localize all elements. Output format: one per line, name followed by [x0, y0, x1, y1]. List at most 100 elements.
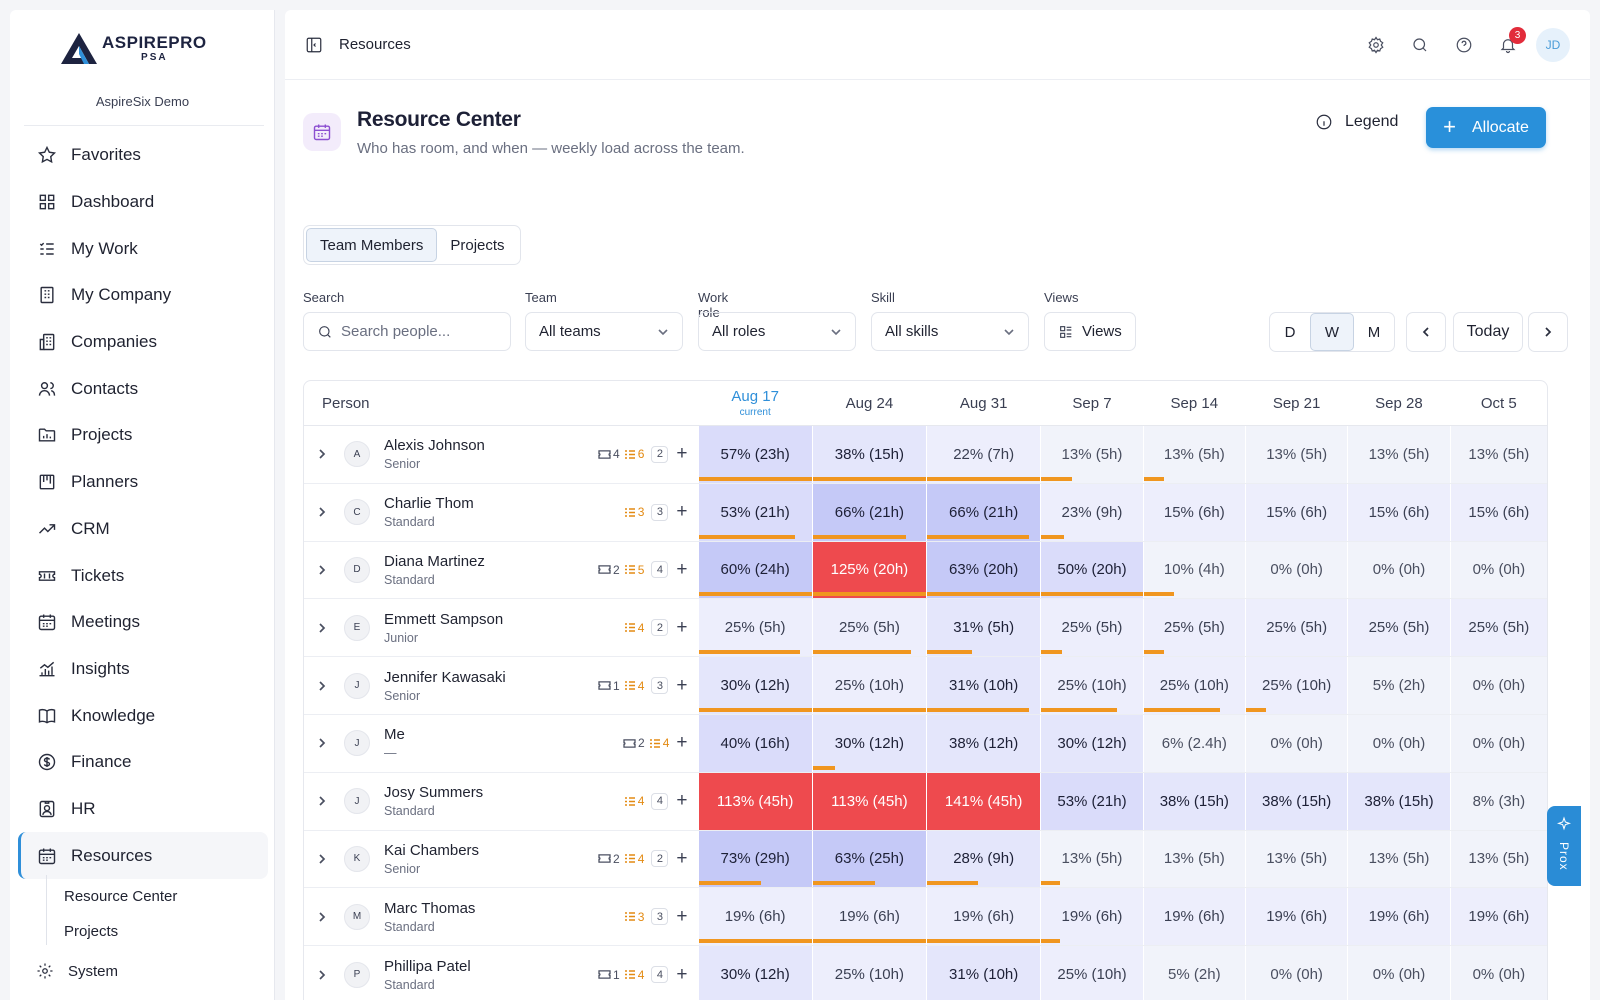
- person-name[interactable]: Me: [384, 726, 405, 744]
- table-row[interactable]: J Me — 2 4 +40% (16h) 30% (12h) 38% (12h) 30% (1…: [304, 714, 1547, 773]
- add-allocation-icon[interactable]: +: [676, 558, 688, 580]
- person-name[interactable]: Emmett Sampson: [384, 610, 504, 628]
- load-cell[interactable]: 38% (15h): [811, 426, 927, 483]
- add-allocation-icon[interactable]: +: [676, 790, 688, 812]
- sidebar-item-projects[interactable]: Projects: [18, 412, 268, 459]
- chevron-right-icon[interactable]: [316, 795, 328, 807]
- load-cell[interactable]: 15% (6h): [1347, 483, 1450, 541]
- search-input[interactable]: [341, 323, 491, 340]
- load-cell[interactable]: 6% (2.4h): [1142, 714, 1245, 772]
- next-button[interactable]: [1528, 312, 1568, 352]
- week-column-header[interactable]: Aug 24: [812, 381, 926, 425]
- search-button[interactable]: [1398, 23, 1442, 67]
- user-avatar[interactable]: JD: [1536, 27, 1570, 62]
- prox-assistant-tab[interactable]: Prox: [1547, 806, 1581, 886]
- chevron-right-icon[interactable]: [316, 506, 328, 518]
- add-allocation-icon[interactable]: +: [676, 443, 688, 465]
- load-cell[interactable]: 13% (5h): [1142, 426, 1245, 483]
- person-name[interactable]: Charlie Thom: [384, 495, 474, 513]
- week-column-header[interactable]: Sep 7: [1040, 381, 1142, 425]
- sidebar-item-planners[interactable]: Planners: [18, 459, 268, 506]
- load-cell[interactable]: 30% (12h): [811, 714, 927, 772]
- load-cell[interactable]: 19% (6h): [926, 888, 1041, 946]
- search-field[interactable]: [303, 312, 511, 351]
- help-button[interactable]: [1442, 23, 1486, 67]
- sidebar-item-contacts[interactable]: Contacts: [18, 365, 268, 412]
- load-cell[interactable]: 13% (5h): [1244, 830, 1348, 888]
- role-select[interactable]: All roles: [698, 312, 856, 351]
- settings-button[interactable]: [1354, 23, 1398, 67]
- sidebar-item-finance[interactable]: Finance: [18, 739, 268, 786]
- sidebar-toggle-icon[interactable]: [305, 36, 323, 54]
- person-name[interactable]: Jennifer Kawasaki: [384, 668, 506, 686]
- week-column-header[interactable]: Sep 21: [1245, 381, 1347, 425]
- load-cell[interactable]: 22% (7h): [926, 426, 1041, 483]
- week-column-header[interactable]: Aug 31: [926, 381, 1040, 425]
- load-cell[interactable]: 25% (10h): [1244, 657, 1348, 714]
- person-name[interactable]: Alexis Johnson: [384, 437, 485, 455]
- load-cell[interactable]: 0% (0h): [1449, 657, 1547, 714]
- load-cell[interactable]: 13% (5h): [1449, 830, 1547, 888]
- chevron-right-icon[interactable]: [316, 448, 328, 460]
- load-cell[interactable]: 30% (12h): [1040, 714, 1143, 772]
- chevron-right-icon[interactable]: [316, 911, 328, 923]
- load-cell[interactable]: 19% (6h): [1244, 888, 1348, 946]
- load-cell[interactable]: 13% (5h): [1244, 426, 1348, 483]
- sidebar-item-my-work[interactable]: My Work: [18, 225, 268, 272]
- sidebar-item-knowledge[interactable]: Knowledge: [18, 692, 268, 739]
- chevron-right-icon[interactable]: [316, 969, 328, 981]
- load-cell[interactable]: 0% (0h): [1449, 541, 1547, 599]
- sidebar-item-favorites[interactable]: Favorites: [18, 132, 268, 179]
- chevron-right-icon[interactable]: [316, 622, 328, 634]
- load-cell[interactable]: 0% (0h): [1244, 946, 1348, 1000]
- load-cell[interactable]: 25% (5h): [811, 599, 927, 657]
- table-row[interactable]: C Charlie Thom Standard 3 3 +53% (21h) 66% (21…: [304, 483, 1547, 542]
- load-cell[interactable]: 125% (20h): [811, 541, 927, 599]
- scale-week[interactable]: W: [1310, 313, 1354, 351]
- add-allocation-icon[interactable]: +: [676, 963, 688, 985]
- subnav-item-projects[interactable]: Projects: [64, 923, 119, 940]
- load-cell[interactable]: 113% (45h): [697, 772, 812, 830]
- table-row[interactable]: K Kai Chambers Senior 2 4 2 +73% (29h) 63% (25h…: [304, 830, 1547, 889]
- load-cell[interactable]: 141% (45h): [926, 772, 1041, 830]
- load-cell[interactable]: 15% (6h): [1142, 483, 1245, 541]
- load-cell[interactable]: 8% (3h): [1449, 772, 1547, 830]
- load-cell[interactable]: 23% (9h): [1040, 483, 1143, 541]
- week-column-header[interactable]: Oct 5: [1450, 381, 1547, 425]
- load-cell[interactable]: 25% (10h): [811, 946, 927, 1000]
- load-cell[interactable]: 38% (15h): [1142, 772, 1245, 830]
- team-select[interactable]: All teams: [525, 312, 683, 351]
- add-allocation-icon[interactable]: +: [676, 501, 688, 523]
- table-row[interactable]: M Marc Thomas Standard 3 3 +19% (6h) 19% (6h) 1…: [304, 888, 1547, 947]
- load-cell[interactable]: 66% (21h): [811, 483, 927, 541]
- load-cell[interactable]: 38% (15h): [1347, 772, 1450, 830]
- chevron-right-icon[interactable]: [316, 853, 328, 865]
- table-row[interactable]: J Jennifer Kawasaki Senior 1 4 3 +30% (12h) 25%…: [304, 657, 1547, 715]
- add-allocation-icon[interactable]: +: [676, 674, 688, 696]
- load-cell[interactable]: 25% (5h): [1347, 599, 1450, 657]
- load-cell[interactable]: 25% (5h): [1449, 599, 1547, 657]
- load-cell[interactable]: 30% (12h): [697, 946, 812, 1000]
- load-cell[interactable]: 113% (45h): [811, 772, 927, 830]
- sidebar-item-meetings[interactable]: Meetings: [18, 599, 268, 646]
- load-cell[interactable]: 25% (10h): [1142, 657, 1245, 714]
- table-row[interactable]: D Diana Martinez Standard 2 5 4 +60% (24h) 125%…: [304, 541, 1547, 600]
- load-cell[interactable]: 50% (20h): [1040, 541, 1143, 599]
- notifications-button[interactable]: 3: [1486, 23, 1530, 67]
- load-cell[interactable]: 40% (16h): [697, 714, 812, 772]
- sidebar-item-my-company[interactable]: My Company: [18, 272, 268, 319]
- sidebar-item-hr[interactable]: HR: [18, 786, 268, 833]
- load-cell[interactable]: 53% (21h): [697, 483, 812, 541]
- person-name[interactable]: Diana Martinez: [384, 552, 485, 570]
- add-allocation-icon[interactable]: +: [676, 905, 688, 927]
- load-cell[interactable]: 0% (0h): [1347, 714, 1450, 772]
- load-cell[interactable]: 13% (5h): [1142, 830, 1245, 888]
- load-cell[interactable]: 5% (2h): [1347, 657, 1450, 714]
- load-cell[interactable]: 13% (5h): [1347, 830, 1450, 888]
- person-name[interactable]: Josy Summers: [384, 784, 484, 802]
- sidebar-item-crm[interactable]: CRM: [18, 506, 268, 553]
- load-cell[interactable]: 13% (5h): [1040, 426, 1143, 483]
- person-name[interactable]: Kai Chambers: [384, 841, 480, 859]
- scale-month[interactable]: M: [1367, 323, 1381, 341]
- load-cell[interactable]: 13% (5h): [1040, 830, 1143, 888]
